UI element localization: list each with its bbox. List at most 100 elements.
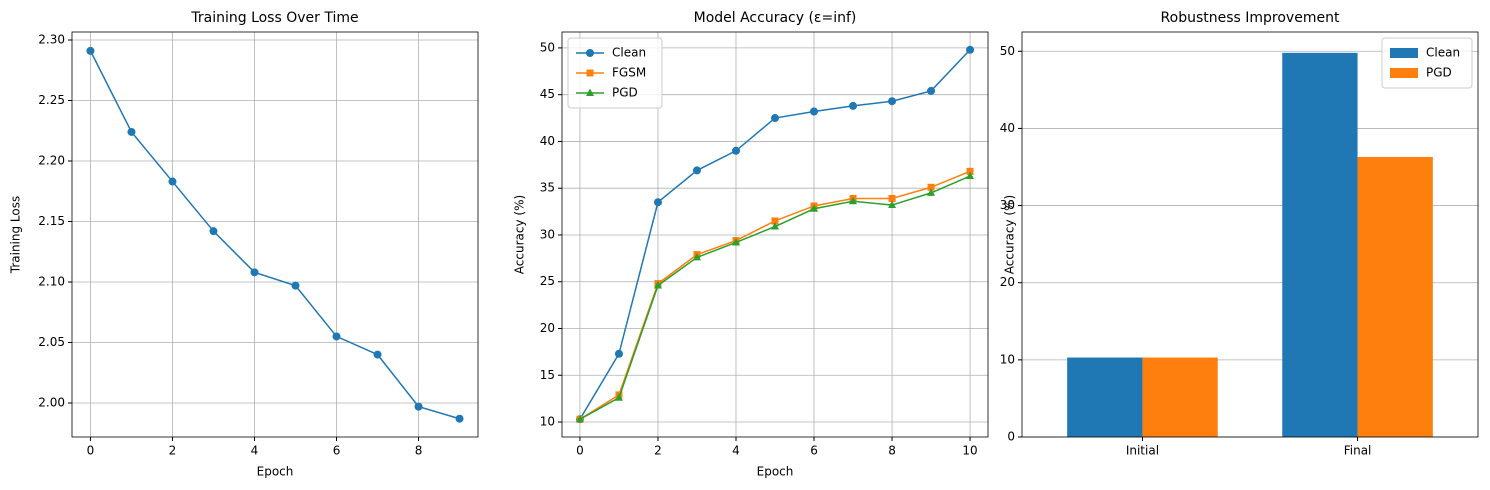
y-tick-label: 40 — [540, 134, 555, 148]
series-line — [89, 50, 460, 420]
y-tick-label: 20 — [540, 321, 555, 335]
marker — [927, 183, 935, 191]
marker — [810, 204, 819, 212]
marker — [250, 268, 259, 277]
x-tick-label: 8 — [415, 444, 423, 458]
y-tick-label: 35 — [540, 181, 555, 195]
y-axis-label: Accuracy (%) — [1003, 195, 1017, 274]
legend: Clean PGD — [1381, 37, 1473, 89]
y-tick-label: 25 — [540, 274, 555, 288]
marker — [127, 127, 136, 136]
marker — [168, 177, 177, 186]
y-tick-label: 20 — [1000, 275, 1015, 289]
x-axis-label: Epoch — [257, 465, 294, 479]
plot-frame — [1021, 31, 1479, 438]
marker — [653, 280, 662, 289]
legend-label: Clean — [1426, 46, 1460, 60]
x-tick-label: 4 — [251, 444, 259, 458]
y-tick-label: 50 — [540, 40, 555, 54]
marker — [849, 101, 858, 110]
subplot: Robustness Improvement Accuracy (%) 0 10 20 3… — [1000, 10, 1479, 458]
x-tick-label: 2 — [654, 444, 662, 458]
x-tick-label: 4 — [732, 444, 740, 458]
marker — [927, 86, 936, 95]
y-tick-label: 2.10 — [38, 274, 65, 288]
legend-swatch — [1390, 68, 1418, 78]
marker — [373, 350, 382, 359]
marker — [455, 414, 464, 423]
y-tick-label: 10 — [1000, 352, 1015, 366]
y-tick-label: 10 — [540, 415, 555, 429]
marker — [614, 393, 623, 401]
marker — [966, 45, 975, 54]
x-axis-label: Epoch — [757, 465, 794, 479]
legend-label: Clean — [612, 46, 646, 60]
y-tick-label: 2.05 — [38, 335, 65, 349]
chart-title: Training Loss Over Time — [190, 10, 358, 26]
marker — [966, 167, 974, 175]
marker — [614, 349, 623, 358]
chart-title: Robustness Improvement — [1161, 10, 1340, 26]
marker — [692, 252, 701, 261]
marker — [575, 414, 584, 423]
marker — [966, 171, 975, 180]
marker — [692, 166, 701, 175]
plot-frame — [71, 31, 479, 438]
marker — [731, 146, 740, 155]
y-tick-label: 45 — [540, 87, 555, 101]
legend: Clean FGSM PGD — [567, 37, 663, 109]
marker — [586, 49, 594, 57]
marker — [414, 402, 423, 411]
marker — [586, 88, 594, 96]
y-tick-label: 2.30 — [38, 32, 65, 46]
legend-label: PGD — [612, 86, 638, 100]
bar — [1067, 357, 1143, 437]
x-tick-label: 2 — [169, 444, 177, 458]
y-tick-label: 2.15 — [38, 214, 65, 228]
subplot: Training Loss Over Time Epoch Training Los… — [9, 10, 479, 479]
marker — [888, 97, 897, 106]
y-tick-label: 30 — [1000, 198, 1015, 212]
marker — [771, 222, 779, 230]
x-tick-label: 8 — [888, 444, 896, 458]
marker — [586, 69, 594, 77]
y-tick-label: 2.00 — [38, 395, 65, 409]
subplot: Model Accuracy (ε=inf) Epoch Accuracy (%) 1… — [513, 10, 989, 479]
marker — [653, 198, 662, 207]
legend-label: FGSM — [612, 66, 646, 80]
marker — [810, 107, 819, 116]
marker — [888, 200, 897, 209]
x-tick-label: 6 — [333, 444, 341, 458]
bar — [1357, 156, 1433, 437]
plot-frame — [561, 31, 989, 438]
legend-label: PGD — [1426, 66, 1452, 80]
y-tick-label: 2.20 — [38, 153, 65, 167]
bar — [1142, 357, 1218, 437]
y-tick-label: 2.25 — [38, 93, 65, 107]
y-tick-label: 0 — [1007, 430, 1015, 444]
marker — [332, 332, 341, 341]
marker — [86, 46, 95, 55]
x-tick-label: 0 — [576, 444, 584, 458]
x-tick-label: 6 — [810, 444, 818, 458]
bar — [1282, 52, 1358, 437]
y-axis-label: Accuracy (%) — [513, 195, 527, 274]
chart-title: Model Accuracy (ε=inf) — [694, 10, 857, 26]
x-tick-label: 0 — [87, 444, 95, 458]
y-tick-label: 30 — [540, 227, 555, 241]
y-tick-label: 15 — [540, 368, 555, 382]
marker — [927, 188, 936, 196]
series-line — [579, 175, 971, 420]
marker — [771, 114, 779, 123]
marker — [771, 217, 779, 225]
y-tick-label: 40 — [1000, 121, 1015, 135]
legend-swatch — [1390, 48, 1418, 58]
y-axis-label: Training Loss — [9, 196, 23, 274]
series-line — [579, 170, 971, 420]
marker — [849, 196, 858, 205]
x-tick-label: Final — [1344, 444, 1372, 458]
marker — [888, 194, 896, 202]
marker — [209, 227, 218, 236]
x-tick-label: 10 — [962, 444, 977, 458]
